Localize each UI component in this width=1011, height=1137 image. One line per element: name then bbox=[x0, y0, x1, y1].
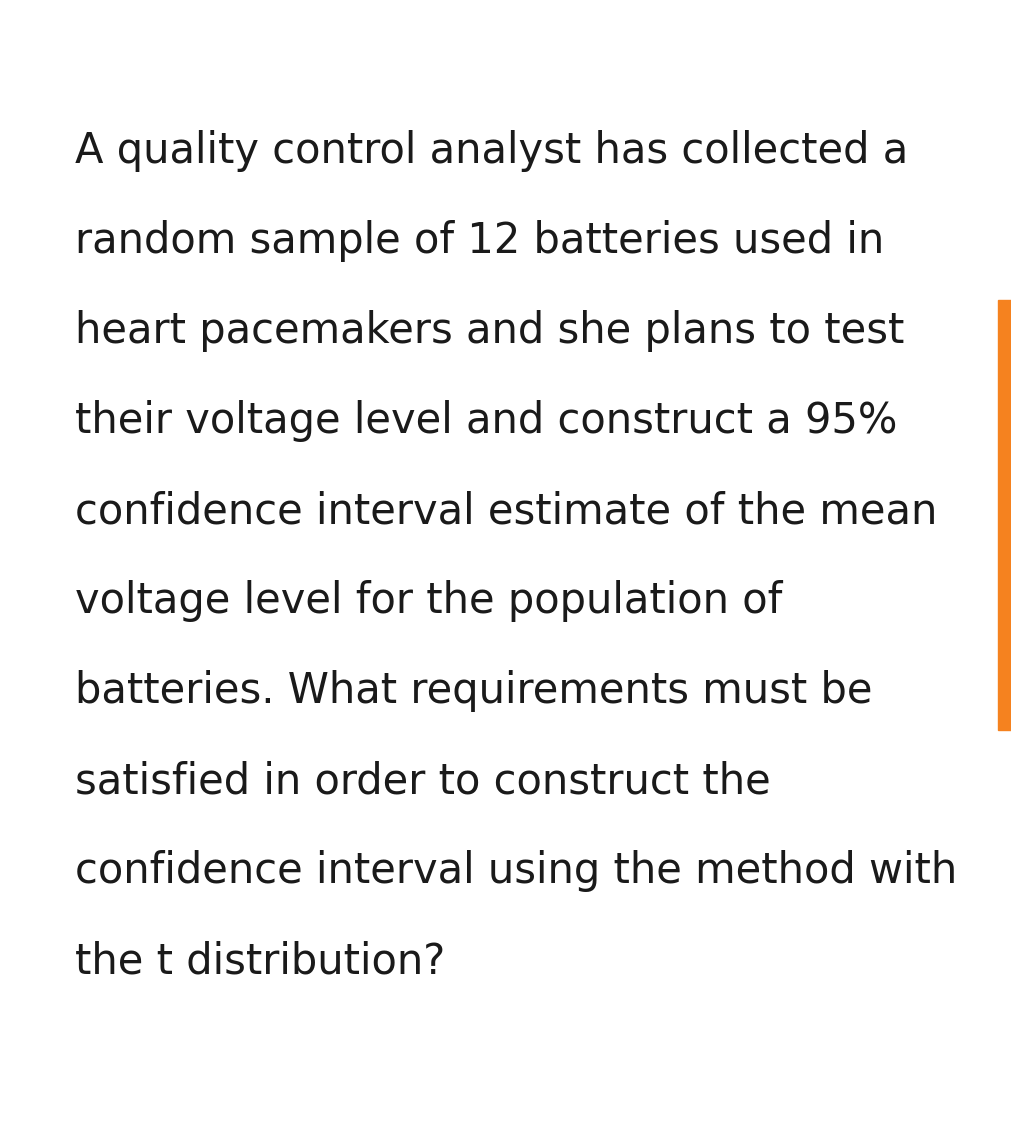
Text: random sample of 12 batteries used in: random sample of 12 batteries used in bbox=[75, 219, 884, 262]
Text: batteries. What requirements must be: batteries. What requirements must be bbox=[75, 670, 871, 712]
Text: heart pacemakers and she plans to test: heart pacemakers and she plans to test bbox=[75, 310, 904, 352]
Text: the t distribution?: the t distribution? bbox=[75, 940, 445, 982]
Bar bbox=[997, 300, 1011, 730]
Text: satisfied in order to construct the: satisfied in order to construct the bbox=[75, 760, 770, 802]
Text: voltage level for the population of: voltage level for the population of bbox=[75, 580, 782, 622]
Text: confidence interval estimate of the mean: confidence interval estimate of the mean bbox=[75, 490, 936, 532]
Text: confidence interval using the method with: confidence interval using the method wit… bbox=[75, 850, 956, 893]
Text: their voltage level and construct a 95%: their voltage level and construct a 95% bbox=[75, 400, 897, 442]
Text: A quality control analyst has collected a: A quality control analyst has collected … bbox=[75, 130, 907, 172]
